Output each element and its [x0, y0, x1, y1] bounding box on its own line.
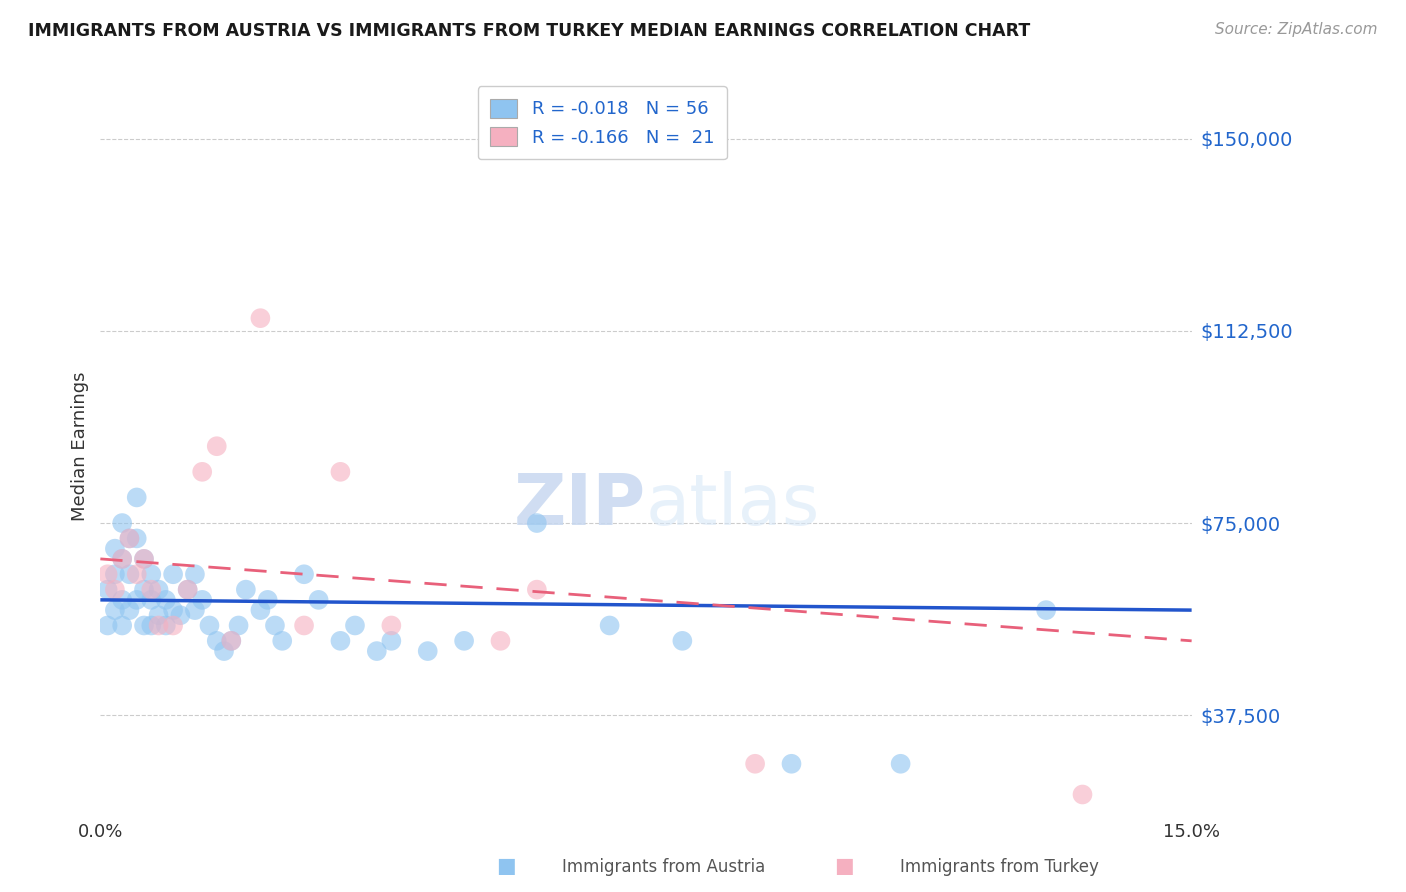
Point: [212, 644, 235, 658]
Point: [308, 592, 330, 607]
Point: [111, 552, 134, 566]
Point: [111, 516, 134, 530]
Point: [271, 633, 294, 648]
Text: Immigrants from Austria: Immigrants from Austria: [562, 858, 766, 876]
Point: [329, 465, 352, 479]
Point: [104, 567, 127, 582]
Point: [118, 532, 141, 546]
Point: [198, 618, 221, 632]
Point: [104, 541, 127, 556]
Point: [148, 608, 170, 623]
Point: [155, 618, 177, 632]
Point: [111, 552, 134, 566]
Point: [380, 633, 402, 648]
Text: ZIP: ZIP: [513, 471, 645, 540]
Point: [343, 618, 366, 632]
Point: [366, 644, 388, 658]
Point: [97, 618, 120, 632]
Point: [132, 552, 155, 566]
Point: [205, 633, 228, 648]
Point: [780, 756, 803, 771]
Point: [249, 311, 271, 326]
Point: [104, 582, 127, 597]
Text: IMMIGRANTS FROM AUSTRIA VS IMMIGRANTS FROM TURKEY MEDIAN EARNINGS CORRELATION CH: IMMIGRANTS FROM AUSTRIA VS IMMIGRANTS FR…: [28, 22, 1031, 40]
Point: [125, 567, 148, 582]
Point: [148, 582, 170, 597]
Point: [256, 592, 278, 607]
Point: [380, 618, 402, 632]
Point: [292, 618, 315, 632]
Point: [148, 618, 170, 632]
Point: [526, 516, 548, 530]
Point: [235, 582, 257, 597]
Point: [329, 633, 352, 648]
Point: [191, 465, 214, 479]
Point: [744, 756, 766, 771]
Point: [97, 567, 120, 582]
Point: [162, 618, 184, 632]
Point: [111, 618, 134, 632]
Point: [191, 592, 214, 607]
Point: [184, 603, 207, 617]
Point: [125, 491, 148, 505]
Point: [118, 532, 141, 546]
Text: ■: ■: [496, 856, 516, 876]
Point: [184, 567, 207, 582]
Text: Source: ZipAtlas.com: Source: ZipAtlas.com: [1215, 22, 1378, 37]
Point: [141, 618, 163, 632]
Point: [97, 582, 120, 597]
Point: [489, 633, 512, 648]
Point: [526, 582, 548, 597]
Point: [118, 603, 141, 617]
Point: [169, 608, 191, 623]
Point: [118, 567, 141, 582]
Y-axis label: Median Earnings: Median Earnings: [72, 371, 89, 521]
Point: [249, 603, 271, 617]
Point: [416, 644, 439, 658]
Point: [671, 633, 693, 648]
Point: [125, 592, 148, 607]
Point: [141, 567, 163, 582]
Point: [264, 618, 287, 632]
Point: [221, 633, 243, 648]
Text: Immigrants from Turkey: Immigrants from Turkey: [900, 858, 1098, 876]
Point: [453, 633, 475, 648]
Point: [125, 532, 148, 546]
Point: [1071, 788, 1094, 802]
Point: [141, 582, 163, 597]
Point: [132, 618, 155, 632]
Point: [228, 618, 250, 632]
Point: [176, 582, 198, 597]
Point: [162, 603, 184, 617]
Point: [205, 439, 228, 453]
Point: [221, 633, 243, 648]
Point: [890, 756, 912, 771]
Point: [292, 567, 315, 582]
Point: [176, 582, 198, 597]
Point: [111, 592, 134, 607]
Point: [162, 567, 184, 582]
Point: [141, 592, 163, 607]
Text: atlas: atlas: [645, 471, 820, 540]
Point: [1035, 603, 1057, 617]
Point: [132, 582, 155, 597]
Point: [104, 603, 127, 617]
Point: [132, 552, 155, 566]
Point: [599, 618, 621, 632]
Text: ■: ■: [834, 856, 853, 876]
Legend: R = -0.018   N = 56, R = -0.166   N =  21: R = -0.018 N = 56, R = -0.166 N = 21: [478, 87, 727, 160]
Point: [155, 592, 177, 607]
